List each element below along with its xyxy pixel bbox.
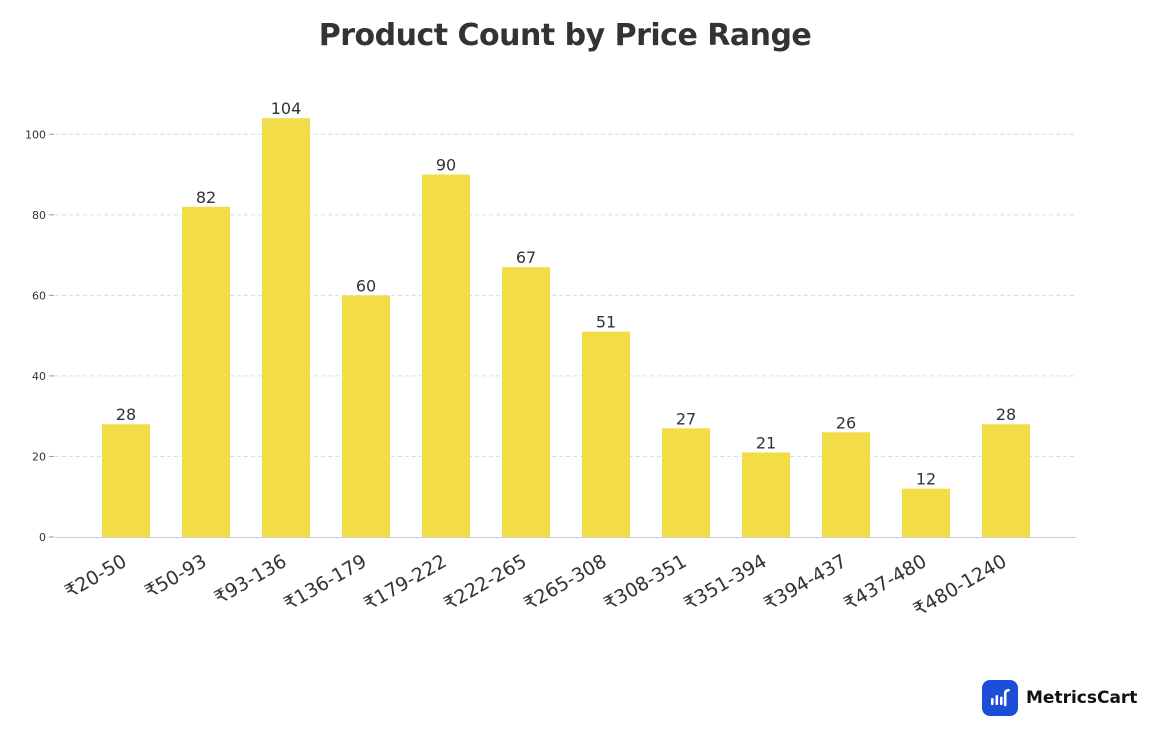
y-tick-label: 0 (39, 531, 46, 544)
bar (342, 295, 390, 537)
data-label: 51 (596, 313, 616, 332)
x-tick-label: ₹222-265 (440, 550, 530, 615)
bar (422, 174, 470, 537)
bar (662, 428, 710, 537)
y-tick-label: 40 (32, 370, 46, 383)
data-label: 12 (916, 470, 936, 489)
data-label: 26 (836, 413, 856, 432)
bar (262, 118, 310, 537)
bar (742, 452, 790, 537)
data-labels: 28 82 104 60 90 67 51 27 21 26 12 28 (116, 99, 1016, 489)
data-label: 28 (996, 405, 1016, 424)
data-label: 104 (271, 99, 302, 118)
bar (502, 267, 550, 537)
y-axis-ticks: 0 20 40 60 80 100 (25, 128, 54, 544)
brand-name: MetricsCart (1026, 688, 1138, 708)
data-label: 27 (676, 409, 696, 428)
y-tick-label: 60 (32, 289, 46, 302)
chart-title: Product Count by Price Range (318, 18, 812, 53)
y-tick-label: 100 (25, 128, 46, 141)
x-tick-label: ₹93-136 (211, 550, 291, 609)
x-tick-label: ₹136-179 (280, 550, 370, 615)
bars (102, 118, 1030, 537)
data-label: 60 (356, 276, 376, 295)
data-label: 67 (516, 248, 536, 267)
bar-chart-icon (982, 680, 1018, 716)
data-label: 82 (196, 188, 216, 207)
bar (582, 331, 630, 537)
x-tick-label: ₹179-222 (360, 550, 450, 615)
x-tick-label: ₹20-50 (61, 550, 130, 603)
x-tick-label: ₹265-308 (520, 550, 610, 615)
bar (182, 206, 230, 537)
x-tick-label: ₹308-351 (600, 550, 690, 615)
y-tick-label: 80 (32, 209, 46, 222)
bar (102, 424, 150, 537)
bar (822, 432, 870, 537)
bar (902, 488, 950, 537)
x-tick-label: ₹351-394 (680, 550, 770, 615)
x-axis-ticks: ₹20-50 ₹50-93 ₹93-136₹136-179₹179-222₹222-… (61, 550, 1010, 621)
data-label: 28 (116, 405, 136, 424)
x-tick-label: ₹50-93 (141, 550, 210, 603)
data-label: 21 (756, 433, 776, 452)
data-label: 90 (436, 156, 456, 175)
bar (982, 424, 1030, 537)
y-tick-label: 20 (32, 450, 46, 463)
brand-footer: MetricsCart (982, 680, 1137, 716)
x-tick-label: ₹394-437 (760, 550, 850, 615)
